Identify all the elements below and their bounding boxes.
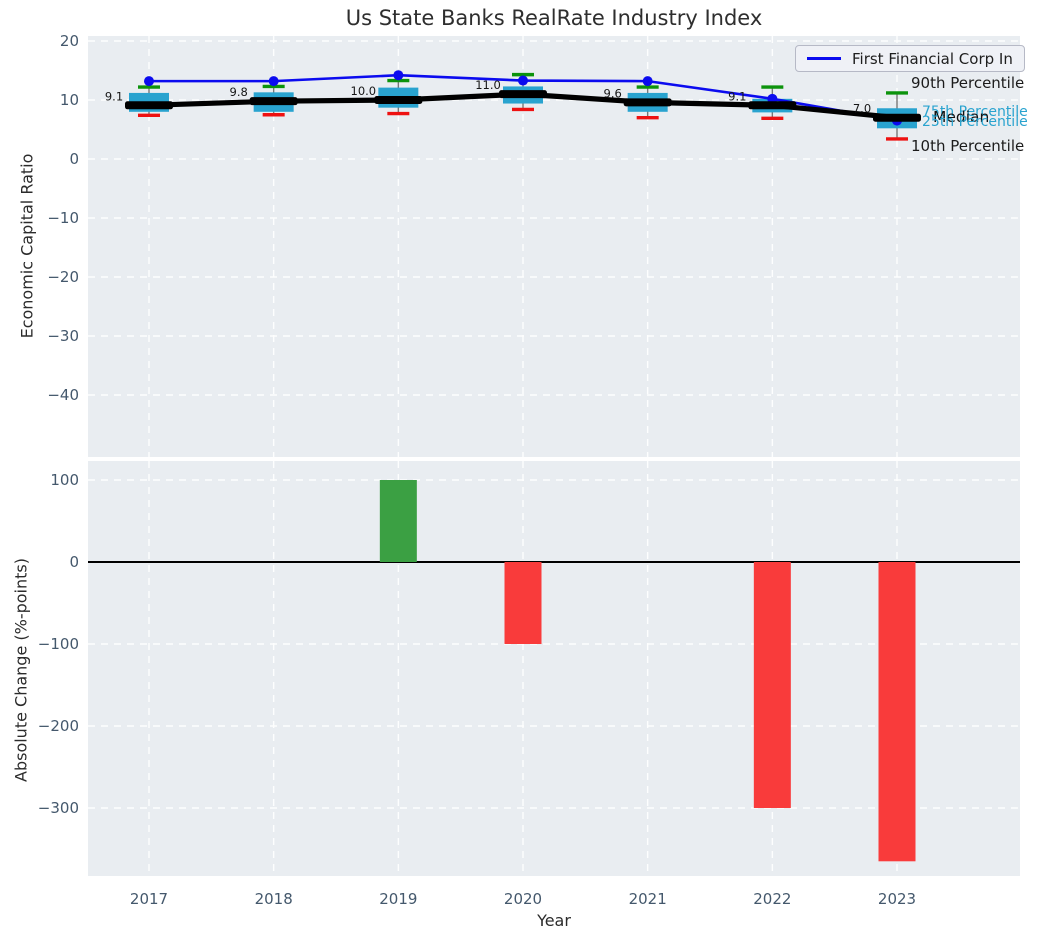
bar-2019 [379,480,417,562]
annotation-75th-percentile: 75th Percentile [922,104,1028,120]
median-value-label-2020: 11.0 [475,78,501,92]
top-y-tick-label-0: 0 [69,150,79,168]
annotation-10th-percentile: 10th Percentile [911,137,1025,155]
median-segment-2020 [499,90,548,99]
legend-label: First Financial Corp In [852,49,1013,68]
top-plot-background [88,36,1020,457]
x-tick-label-2019: 2019 [379,890,417,908]
company-point-2018 [268,76,279,87]
x-tick-label-2020: 2020 [504,890,542,908]
median-segment-2022 [748,101,797,110]
x-axis-label: Year [537,911,571,930]
bottom-y-tick-label--100: −100 [38,635,79,653]
bar-2022 [753,562,791,808]
legend-line-sample [807,57,841,60]
median-segment-2023 [873,113,922,122]
chart-title: Us State Banks RealRate Industry Index [345,6,763,30]
bottom-plot-background [88,461,1020,876]
x-tick-label-2023: 2023 [878,890,916,908]
company-point-2017 [144,76,154,87]
bottom-y-axis-label: Absolute Change (%-points) [11,558,31,782]
median-value-label-2021: 9.6 [604,86,622,100]
x-tick-label-2017: 2017 [130,890,168,908]
median-value-label-2022: 9.1 [728,89,746,103]
median-segment-2017 [125,101,173,110]
company-point-2019 [393,70,404,81]
top-y-tick-label-20: 20 [60,32,79,50]
bottom-y-tick-label--300: −300 [38,799,79,817]
median-value-label-2023: 7.0 [853,102,871,116]
top-y-tick-label--10: −10 [47,209,79,227]
annotation-90th-percentile: 90th Percentile [911,74,1025,92]
x-tick-label-2021: 2021 [629,890,667,908]
bottom-y-tick-label--200: −200 [38,717,79,735]
legend: First Financial Corp In [795,45,1025,72]
bottom-y-tick-label-0: 0 [69,553,79,571]
top-y-axis-label: Economic Capital Ratio [17,153,37,339]
median-value-label-2018: 9.8 [230,85,248,99]
x-tick-label-2018: 2018 [255,890,293,908]
median-value-label-2019: 10.0 [351,84,377,98]
x-tick-label-2022: 2022 [753,890,791,908]
company-point-2020 [518,75,529,86]
annotation-25th-percentile: 25th Percentile [922,114,1028,130]
bar-2023 [878,562,916,862]
median-segment-2019 [374,96,423,104]
top-y-tick-label-10: 10 [60,91,79,109]
company-point-2021 [642,76,653,87]
top-y-tick-label--40: −40 [47,386,79,404]
top-y-tick-label--30: −30 [47,327,79,345]
median-segment-2018 [249,97,298,106]
median-segment-2021 [623,98,672,107]
bar-2020 [504,562,542,644]
median-value-label-2017: 9.1 [105,89,123,103]
annotation-median: Median [933,108,990,126]
top-y-tick-label--20: −20 [47,268,79,286]
bottom-y-tick-label-100: 100 [50,471,79,489]
